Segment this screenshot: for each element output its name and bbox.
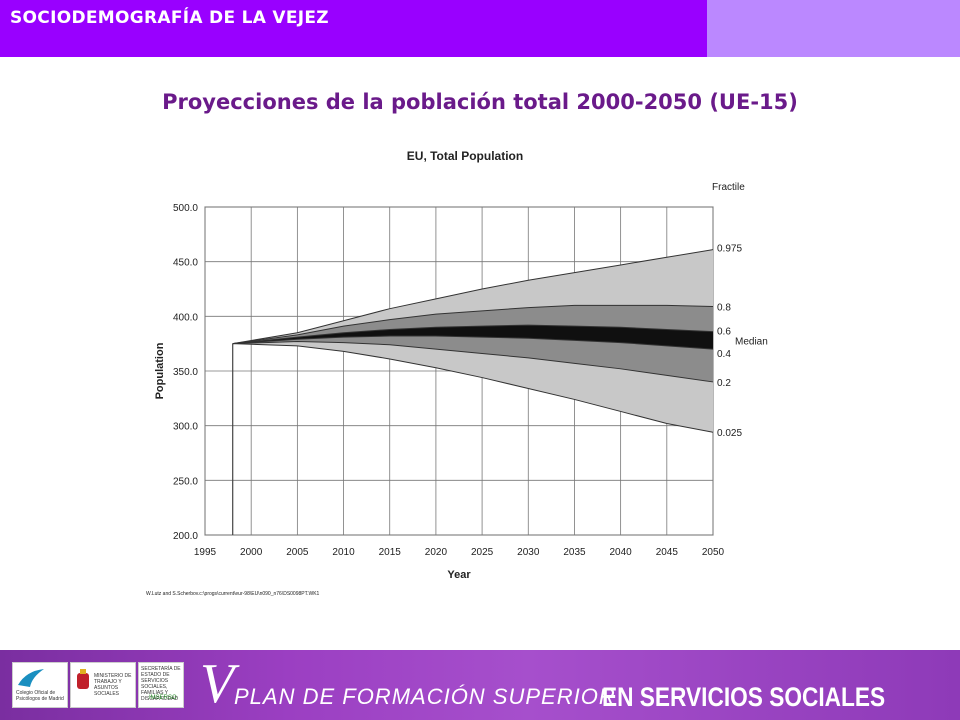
fractile-line-3	[232, 335, 714, 350]
logo2-text: MINISTERIO DE TRABAJO Y ASUNTOS SOCIALES	[94, 673, 132, 697]
x-tick-label: 2050	[702, 547, 725, 558]
fractile-label: 0.6	[717, 327, 731, 338]
x-tick-label: 1995	[194, 547, 217, 558]
fractile-line-1	[232, 304, 714, 345]
chart-title: EU, Total Population	[407, 149, 523, 163]
colegio-psicologos-logo: Colegio Oficial de Psicólogos de Madrid	[12, 662, 68, 708]
chart-labels: EU, Total Population Year Population Fracti…	[146, 149, 768, 597]
x-tick-label: 2040	[610, 547, 633, 558]
y-tick-label: 200.0	[173, 531, 198, 542]
fractile-line-0	[232, 249, 714, 345]
header-accent	[707, 0, 960, 57]
source-footnote: W.Lutz and S.Scherbov.c:\progs\current\e…	[146, 591, 320, 597]
fractile-label: 0.8	[717, 302, 731, 313]
fractile-line-4	[232, 340, 714, 383]
fractile-line-2	[232, 324, 714, 345]
chart-axes: 200.0 250.0 300.0 350.0 400.0 450.0 500.0 1995 2…	[173, 203, 725, 558]
imserso-logo: SECRETARÍA DE ESTADO DE SERVICIOS SOCIAL…	[138, 662, 184, 708]
x-tick-label: 2045	[656, 547, 679, 558]
fractile-label: 0.975	[717, 244, 742, 255]
y-tick-label: 450.0	[173, 258, 198, 269]
coat-of-arms-icon	[77, 669, 89, 689]
y-axis-label: Population	[154, 342, 166, 399]
x-tick-label: 2015	[379, 547, 402, 558]
x-tick-label: 2035	[563, 547, 586, 558]
slide-title: Proyecciones de la población total 2000-…	[162, 90, 798, 114]
y-tick-label: 300.0	[173, 422, 198, 433]
fractile-title: Fractile	[712, 182, 745, 193]
y-tick-label: 400.0	[173, 312, 198, 323]
plan-strong-text: EN SERVICIOS SOCIALES	[602, 682, 886, 712]
population-chart: 200.0 250.0 300.0 350.0 400.0 450.0 500.0 1995 2…	[146, 149, 768, 597]
x-tick-label: 2030	[517, 547, 540, 558]
x-tick-label: 2000	[240, 547, 263, 558]
header-title: SOCIODEMOGRAFÍA DE LA VEJEZ	[10, 8, 329, 28]
plan-text: PLAN DE FORMACIÓN SUPERIOR	[234, 684, 616, 709]
x-tick-label: 2025	[471, 547, 494, 558]
x-tick-label: 2010	[332, 547, 355, 558]
logo1-text: Colegio Oficial de Psicólogos de Madrid	[16, 690, 64, 702]
header-bar	[0, 0, 707, 57]
logo3-text: SECRETARÍA DE ESTADO DE SERVICIOS SOCIAL…	[141, 666, 181, 702]
y-tick-label: 350.0	[173, 367, 198, 378]
bird-icon	[18, 669, 44, 687]
median-label: Median	[735, 336, 768, 347]
fractile-label: 0.2	[717, 378, 731, 389]
footer-banner: Colegio Oficial de Psicólogos de Madrid …	[0, 650, 960, 720]
logo3-sub: IMSERSO	[149, 695, 177, 701]
y-tick-label: 500.0	[173, 203, 198, 214]
fractile-label: 0.4	[717, 349, 731, 360]
band-60	[232, 305, 713, 382]
ministerio-logo: MINISTERIO DE TRABAJO Y ASUNTOS SOCIALES	[70, 662, 136, 708]
x-tick-label: 2005	[286, 547, 309, 558]
plan-numeral: V	[200, 653, 235, 715]
chart-lines	[232, 249, 714, 535]
chart-bands	[232, 249, 713, 433]
y-tick-label: 250.0	[173, 476, 198, 487]
band-20	[232, 325, 713, 350]
x-tick-label: 2020	[425, 547, 448, 558]
fractile-line-5	[232, 343, 714, 433]
fractile-label: 0.025	[717, 428, 742, 439]
x-axis-label: Year	[447, 569, 471, 581]
